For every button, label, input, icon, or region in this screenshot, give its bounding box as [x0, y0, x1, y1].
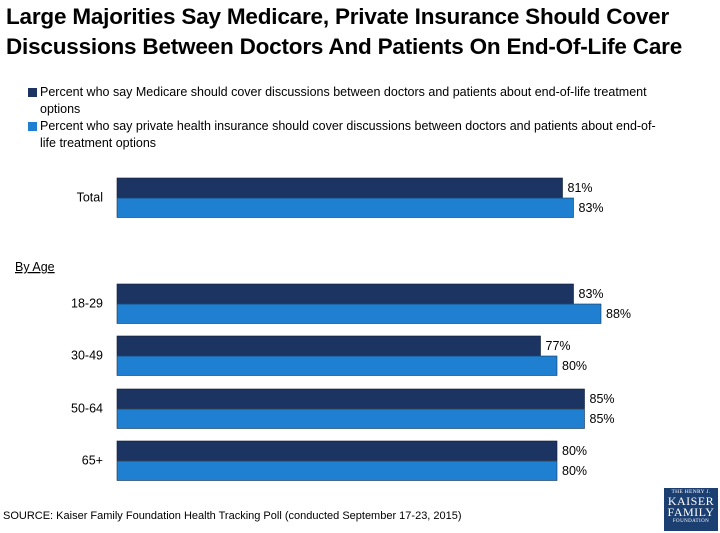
bar-private-30-49: [116, 355, 558, 376]
kff-logo: THE HENRY J. KAISER FAMILY FOUNDATION: [664, 488, 718, 531]
data-label-medicare-30-49: 77%: [546, 339, 571, 353]
bar-chart: Total81%83%18-2983%88%30-4977%80%50-6485…: [15, 177, 631, 481]
category-label-Total: Total: [77, 191, 103, 205]
category-label-65+: 65+: [82, 454, 103, 468]
logo-line-2: KAISER: [667, 494, 715, 508]
category-label-50-64: 50-64: [71, 402, 103, 416]
data-label-medicare-18-29: 83%: [579, 287, 604, 301]
logo-line-3: FAMILY: [667, 505, 715, 519]
section-label-by-age: By Age: [15, 260, 55, 274]
title-line-1: Large Majorities Say Medicare, Private I…: [6, 4, 670, 29]
legend-label-medicare: Percent who say Medicare should cover di…: [40, 85, 647, 116]
bar-private-65+: [116, 460, 558, 481]
title-line-2: Discussions Between Doctors And Patients…: [6, 34, 683, 59]
logo-line-1: THE HENRY J.: [671, 489, 711, 495]
legend-swatch-medicare: [28, 88, 37, 97]
legend-item-medicare: Percent who say Medicare should cover di…: [28, 84, 668, 118]
data-label-medicare-Total: 81%: [568, 181, 593, 195]
data-label-private-30-49: 80%: [562, 359, 587, 373]
data-label-private-65+: 80%: [562, 464, 587, 478]
bar-private-50-64: [116, 408, 585, 429]
data-label-private-50-64: 85%: [590, 412, 615, 426]
category-label-18-29: 18-29: [71, 297, 103, 311]
bar-medicare-65+: [116, 440, 558, 461]
legend-label-private: Percent who say private health insurance…: [40, 119, 656, 150]
category-label-30-49: 30-49: [71, 349, 103, 363]
bar-medicare-30-49: [116, 335, 541, 356]
data-label-medicare-50-64: 85%: [590, 392, 615, 406]
legend-item-private: Percent who say private health insurance…: [28, 118, 668, 152]
bar-medicare-18-29: [116, 283, 574, 304]
bar-private-18-29: [116, 303, 602, 324]
data-label-private-Total: 83%: [579, 201, 604, 215]
source-note: SOURCE: Kaiser Family Foundation Health …: [3, 510, 462, 522]
data-label-medicare-65+: 80%: [562, 444, 587, 458]
legend: Percent who say Medicare should cover di…: [28, 84, 668, 152]
logo-line-4: FOUNDATION: [672, 519, 710, 524]
legend-swatch-private: [28, 122, 37, 131]
data-label-private-18-29: 88%: [606, 307, 631, 321]
bar-medicare-50-64: [116, 388, 585, 409]
chart-title: Large Majorities Say Medicare, Private I…: [6, 2, 716, 62]
bar-private-Total: [116, 197, 574, 218]
bar-medicare-Total: [116, 177, 563, 198]
